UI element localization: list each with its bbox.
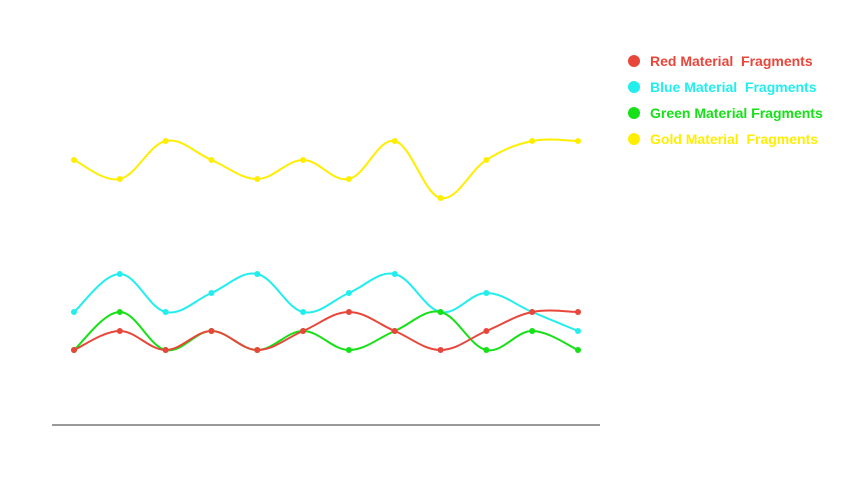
data-point (116, 328, 123, 334)
data-point (116, 309, 123, 315)
data-point (529, 328, 536, 334)
legend-item: Red Material Fragments (628, 48, 823, 74)
data-point (71, 309, 77, 315)
data-point (483, 290, 490, 296)
data-point (345, 309, 352, 315)
legend-label: Green Material Fragments (650, 105, 823, 121)
data-point (483, 347, 490, 353)
data-point (391, 138, 398, 144)
legend-marker (628, 55, 640, 67)
legend-marker (628, 133, 640, 145)
legend-item: Gold Material Fragments (628, 126, 823, 152)
data-point (345, 290, 352, 296)
series-1 (71, 271, 581, 334)
legend-item: Blue Material Fragments (628, 74, 823, 100)
data-point (254, 176, 261, 182)
data-point (116, 271, 123, 277)
data-point (345, 347, 352, 353)
series-line (73, 272, 579, 332)
data-point (437, 309, 444, 315)
data-point (437, 195, 444, 201)
legend-label: Red Material Fragments (650, 53, 813, 69)
data-point (575, 328, 581, 334)
series-line (73, 309, 579, 352)
data-point (300, 309, 307, 315)
data-point (529, 138, 536, 144)
data-point (208, 290, 215, 296)
data-point (575, 347, 581, 353)
data-point (162, 347, 169, 353)
data-point (254, 271, 261, 277)
data-point (71, 157, 77, 163)
legend-marker (628, 81, 640, 93)
series-line (73, 138, 579, 200)
legend-item: Green Material Fragments (628, 100, 823, 126)
data-point (575, 309, 581, 315)
series-2 (71, 309, 581, 353)
series-0 (71, 309, 581, 353)
legend-marker (628, 107, 640, 119)
data-point (529, 309, 536, 315)
data-point (345, 176, 352, 182)
legend-label: Blue Material Fragments (650, 79, 817, 95)
data-point (575, 138, 581, 144)
data-point (254, 347, 261, 353)
data-point (162, 309, 169, 315)
data-point (483, 157, 490, 163)
data-point (391, 328, 398, 334)
plot-area (71, 138, 581, 353)
data-point (437, 347, 444, 353)
legend: Red Material Fragments Blue Material Frag… (628, 48, 823, 152)
data-point (300, 328, 307, 334)
data-point (208, 157, 215, 163)
data-point (483, 328, 490, 334)
data-point (208, 328, 215, 334)
data-point (162, 138, 169, 144)
legend-label: Gold Material Fragments (650, 131, 819, 147)
data-point (71, 347, 77, 353)
data-point (116, 176, 123, 182)
data-point (300, 157, 307, 163)
data-point (391, 271, 398, 277)
series-3 (71, 138, 581, 201)
